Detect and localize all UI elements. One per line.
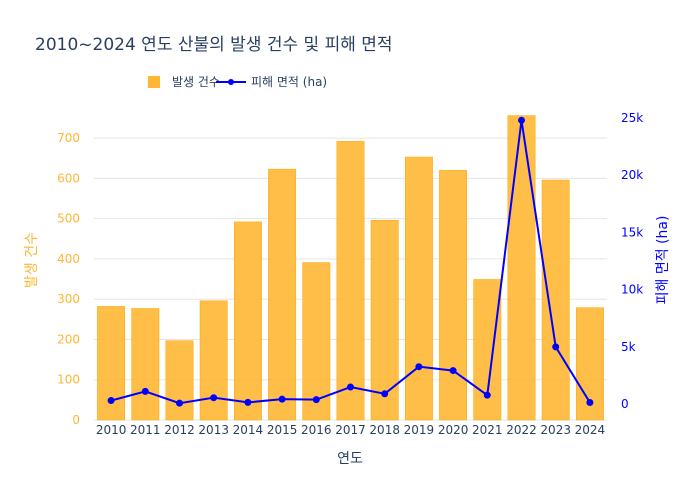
- line-point: [107, 397, 115, 405]
- right-tick-label: 20k: [621, 168, 643, 182]
- left-tick-label: 700: [57, 131, 80, 145]
- line-point: [176, 399, 183, 407]
- right-axis-ticks: 0 5k 10k 15k 20k 25k: [621, 111, 643, 411]
- right-tick-label: 0: [621, 397, 629, 411]
- bar: [439, 170, 468, 421]
- bar: [336, 141, 365, 421]
- bar: [404, 156, 433, 421]
- line-series: [107, 116, 594, 407]
- bar: [302, 262, 331, 421]
- bar: [199, 300, 228, 421]
- bar: [268, 168, 297, 421]
- legend: 발생 건수 피해 면적 (ha): [148, 75, 327, 89]
- right-axis-label: 피해 면적 (ha): [655, 216, 671, 305]
- x-tick-label: 2013: [198, 423, 229, 437]
- chart-title: 2010~2024 연도 산불의 발생 건수 및 피해 면적: [35, 35, 393, 55]
- legend-bar-label: 발생 건수: [172, 75, 220, 89]
- line-point: [415, 363, 423, 371]
- left-tick-label: 400: [57, 252, 80, 266]
- line-point: [449, 367, 457, 375]
- line-point: [141, 387, 149, 395]
- left-tick-label: 600: [57, 171, 80, 185]
- left-axis-ticks: 0 100 200 300 400 500 600 700: [57, 131, 80, 427]
- line-point: [244, 398, 252, 406]
- legend-line-label: 피해 면적 (ha): [251, 75, 327, 89]
- x-tick-label: 2019: [404, 423, 435, 437]
- x-tick-label: 2018: [369, 423, 400, 437]
- line-point: [381, 390, 389, 398]
- line-point: [552, 343, 560, 351]
- left-tick-label: 100: [57, 373, 80, 387]
- x-axis-label: 연도: [337, 451, 363, 467]
- x-tick-label: 2022: [506, 423, 537, 437]
- left-tick-label: 200: [57, 332, 80, 346]
- line-point: [483, 391, 491, 399]
- bar: [541, 179, 570, 421]
- x-tick-label: 2021: [472, 423, 503, 437]
- left-axis-label: 발생 건수: [24, 232, 40, 288]
- bar: [233, 221, 262, 421]
- bar: [131, 308, 160, 421]
- x-tick-label: 2011: [130, 423, 161, 437]
- bar: [507, 115, 536, 421]
- left-tick-label: 300: [57, 292, 80, 306]
- x-tick-label: 2023: [540, 423, 571, 437]
- line-point: [518, 116, 525, 124]
- line-point: [312, 396, 320, 404]
- left-tick-label: 0: [72, 413, 80, 427]
- right-tick-label: 15k: [621, 225, 643, 239]
- right-tick-label: 25k: [621, 111, 643, 125]
- x-tick-label: 2024: [575, 423, 606, 437]
- x-tick-label: 2010: [96, 423, 127, 437]
- x-tick-label: 2015: [267, 423, 298, 437]
- line-point: [278, 395, 286, 403]
- line-point: [347, 383, 354, 391]
- right-tick-label: 10k: [621, 283, 643, 297]
- bar: [473, 279, 502, 421]
- bar: [165, 340, 194, 421]
- line-point: [210, 394, 218, 402]
- x-axis-ticks: 2010 2011 2012 2013 2014 2015 2016 2017 2018 2019…: [96, 423, 605, 437]
- right-tick-label: 5k: [621, 340, 636, 354]
- legend-bar-swatch: [148, 76, 160, 88]
- x-tick-label: 2020: [438, 423, 469, 437]
- line-point: [586, 398, 594, 406]
- x-tick-label: 2014: [233, 423, 264, 437]
- bar: [370, 220, 399, 421]
- x-tick-label: 2017: [335, 423, 366, 437]
- left-tick-label: 500: [57, 212, 80, 226]
- x-tick-label: 2016: [301, 423, 332, 437]
- x-tick-label: 2012: [164, 423, 195, 437]
- legend-line-marker: [228, 79, 234, 85]
